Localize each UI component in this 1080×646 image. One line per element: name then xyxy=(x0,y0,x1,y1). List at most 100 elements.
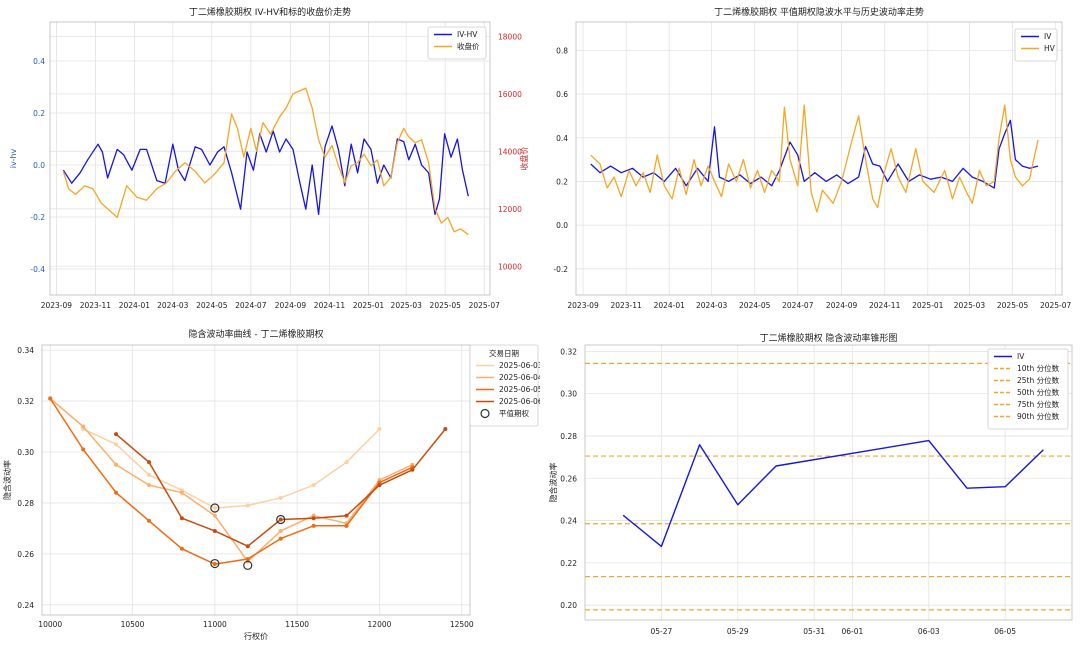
iv-hv-close-price-chart: 2023-09 2023-11 2024-01 2024-03 2024-05 2024-… xyxy=(9,6,529,310)
data-point xyxy=(179,516,184,521)
legend-label: 平值期权 xyxy=(499,408,529,418)
data-point xyxy=(278,528,283,533)
data-point xyxy=(344,523,349,528)
data-point xyxy=(410,467,415,472)
data-point xyxy=(48,396,53,401)
y-tick-label: 0.22 xyxy=(560,559,577,568)
x-tick-label: 2025-03 xyxy=(391,301,423,310)
x-tick-label: 2023-09 xyxy=(41,301,73,310)
data-point xyxy=(344,460,349,465)
data-point xyxy=(212,528,217,533)
series-line-0 xyxy=(622,439,1044,548)
legend-label: IV-HV xyxy=(457,30,478,39)
iv-smile-chart: 10000 10500 11000 11500 12000 12500 0.24 0.26 0.… xyxy=(2,328,540,641)
data-point xyxy=(147,472,151,477)
x-tick-label: 10000 xyxy=(38,620,62,629)
plot-frame xyxy=(41,344,471,616)
x-tick-label: 2024-05 xyxy=(196,301,228,310)
x-tick-label: 12000 xyxy=(368,620,392,629)
x-axis-label: 行权价 xyxy=(244,631,268,641)
legend-label: 90th 分位数 xyxy=(1017,411,1060,421)
y-axis-label: 隐含波动率 xyxy=(548,463,558,503)
x-tick-label: 2024-03 xyxy=(696,301,728,310)
iv-cone-chart: 05-27 05-29 05-31 06-01 06-03 06-05 0.20 0.22 0.… xyxy=(548,332,1073,636)
y-tick-label: 0.34 xyxy=(17,346,34,355)
y-tick-label: -0.2 xyxy=(30,213,45,222)
legend-label: IV xyxy=(1044,32,1052,41)
y-right-tick-label: 14000 xyxy=(498,147,522,156)
data-point xyxy=(114,462,119,467)
y-tick-label: 0.32 xyxy=(560,347,577,356)
x-tick-label: 05-27 xyxy=(650,627,672,636)
x-tick-label: 2025-01 xyxy=(353,301,385,310)
series-line-3 xyxy=(115,428,446,547)
data-point xyxy=(81,424,86,429)
y-axis-label: iv-hv xyxy=(9,149,18,169)
legend-label: 2025-06-05 xyxy=(499,385,540,394)
data-point xyxy=(311,516,316,521)
legend-label: 收盘价 xyxy=(457,41,480,51)
x-tick-label: 2024-01 xyxy=(654,301,686,310)
y-tick-label: 0.2 xyxy=(556,177,568,186)
data-point xyxy=(311,483,316,488)
y-tick-label: 0.2 xyxy=(33,109,45,118)
y-right-tick-label: 10000 xyxy=(498,262,522,271)
y-tick-label: 0.26 xyxy=(560,474,577,483)
data-point xyxy=(245,544,250,549)
data-point xyxy=(179,546,184,551)
x-tick-label: 2025-07 xyxy=(469,301,501,310)
x-tick-label: 2023-11 xyxy=(610,301,642,310)
y-tick-label: 0.30 xyxy=(560,390,577,399)
atm-iv-hv-chart: 2023-09 2023-11 2024-01 2024-03 2024-05 2024-… xyxy=(553,6,1072,310)
series-line-0 xyxy=(590,119,1039,189)
legend-label: 75th 分位数 xyxy=(1017,399,1060,409)
x-tick-label: 2024-01 xyxy=(119,301,151,310)
data-point xyxy=(147,483,151,488)
legend-label: 10th 分位数 xyxy=(1017,363,1060,373)
plot-frame xyxy=(575,21,1063,296)
data-point xyxy=(114,442,119,447)
data-point xyxy=(443,427,448,432)
y-right-tick-label: 16000 xyxy=(498,90,522,99)
data-point xyxy=(245,556,250,561)
x-tick-label: 2025-07 xyxy=(1040,301,1072,310)
atm-marker xyxy=(210,558,220,569)
legend-label: 50th 分位数 xyxy=(1017,387,1060,397)
y-tick-label: 0.4 xyxy=(556,134,568,143)
series-line-2 xyxy=(49,398,413,565)
x-tick-label: 2024-03 xyxy=(157,301,189,310)
data-point xyxy=(245,503,250,508)
y-right-axis-label: 收盘价 xyxy=(519,147,529,171)
x-tick-label: 2024-05 xyxy=(739,301,771,310)
chart-title: 丁二烯橡胶期权 平值期权隐波水平与历史波动率走势 xyxy=(714,6,924,18)
legend-marker xyxy=(480,408,490,419)
data-point xyxy=(212,562,217,567)
y-tick-label: -0.2 xyxy=(553,265,568,274)
x-tick-label: 12500 xyxy=(450,620,474,629)
data-point xyxy=(114,432,119,437)
legend-label: 2025-06-04 xyxy=(499,373,540,382)
data-point xyxy=(311,523,316,528)
y-tick-label: 0.32 xyxy=(17,397,34,406)
data-point xyxy=(278,536,283,541)
x-tick-label: 11000 xyxy=(203,620,227,629)
series-line-1 xyxy=(62,87,469,236)
x-tick-label: 2023-11 xyxy=(80,301,112,310)
y-tick-label: 0.24 xyxy=(17,601,34,610)
chart-title: 丁二烯橡胶期权 隐含波动率锥形图 xyxy=(760,332,898,344)
y-tick-label: -0.4 xyxy=(30,265,45,274)
legend-title: 交易日期 xyxy=(489,348,519,358)
data-point xyxy=(147,460,151,465)
y-tick-label: 0.30 xyxy=(17,448,34,457)
legend-label: IV xyxy=(1017,352,1025,361)
y-tick-label: 0.0 xyxy=(556,221,568,230)
y-tick-label: 0.28 xyxy=(17,499,34,508)
y-tick-label: 0.4 xyxy=(33,57,45,66)
data-point xyxy=(212,513,217,518)
plot-frame xyxy=(49,21,491,296)
y-tick-label: 0.26 xyxy=(17,550,34,559)
x-tick-label: 2024-11 xyxy=(869,301,901,310)
data-point xyxy=(278,517,283,522)
legend-label: HV xyxy=(1044,44,1056,53)
y-right-tick-label: 12000 xyxy=(498,205,522,214)
